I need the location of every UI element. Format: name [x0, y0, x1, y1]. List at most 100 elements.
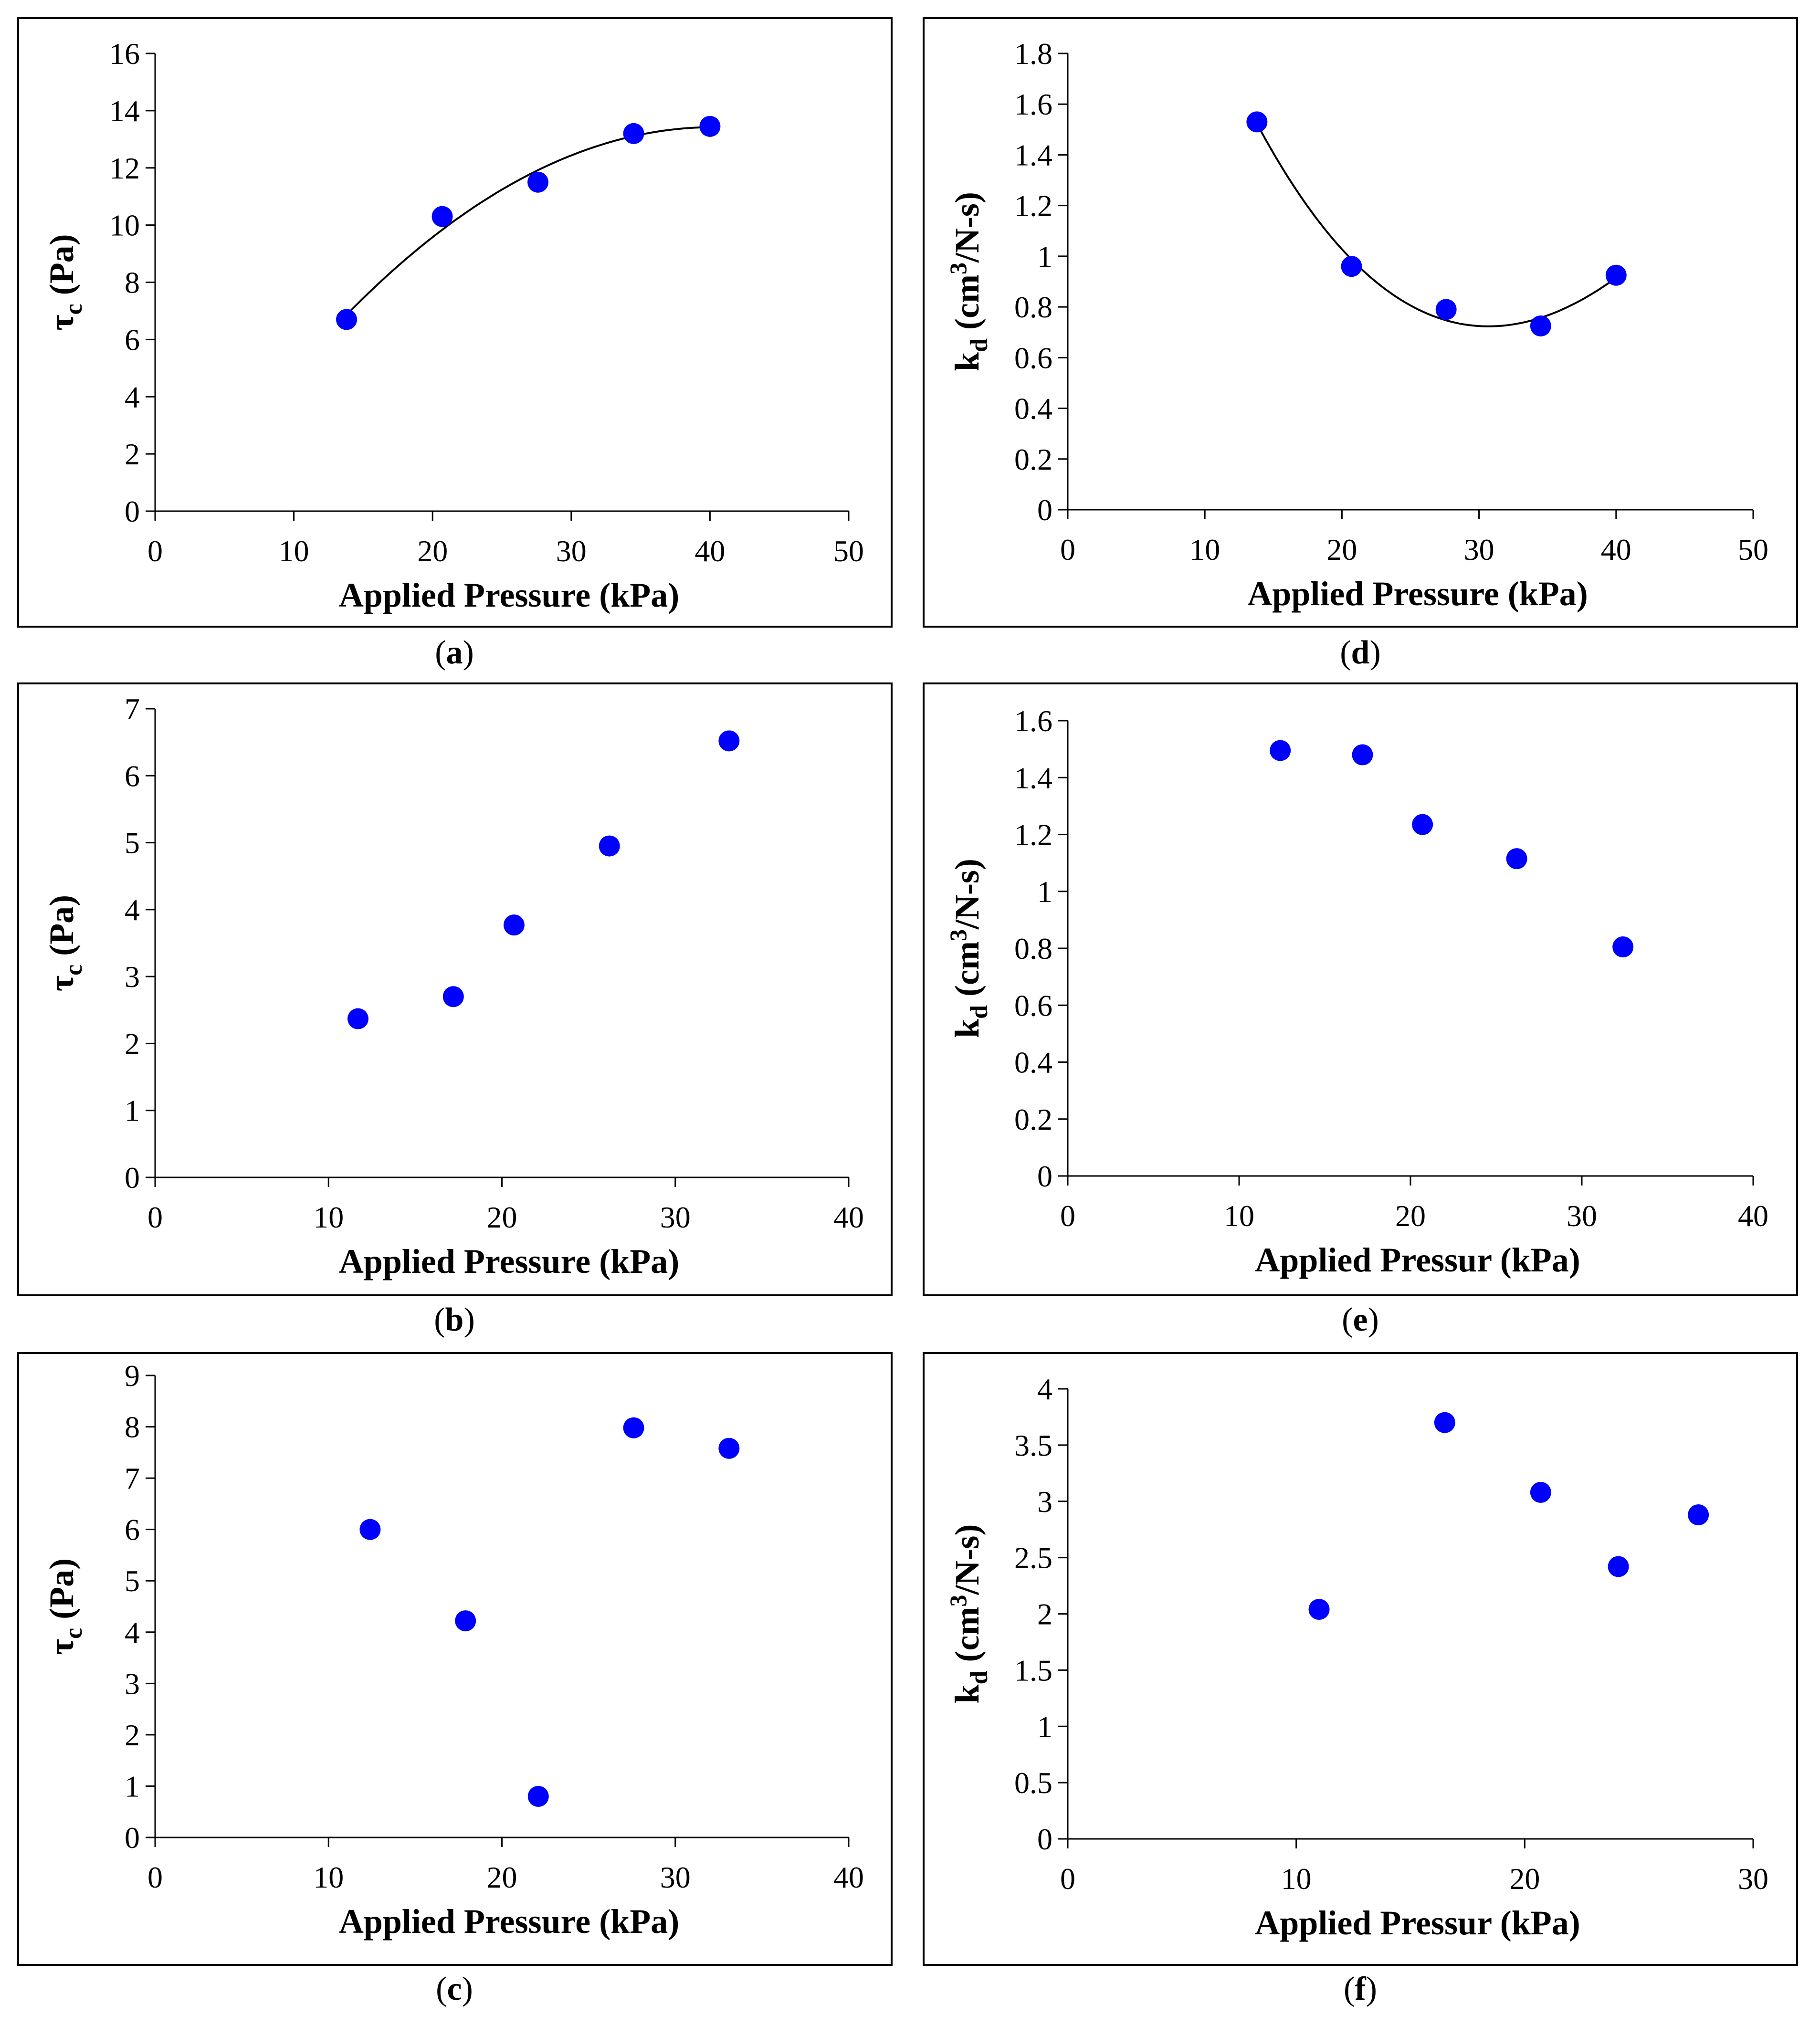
data-point	[1608, 1556, 1629, 1577]
panel-caption: (b)	[434, 1301, 475, 1338]
chart-frame	[17, 682, 893, 1296]
x-tick-label: 10	[1224, 1199, 1254, 1233]
chart-frame	[17, 17, 893, 628]
x-axis-label: Applied Pressure (kPa)	[339, 576, 679, 614]
x-tick-label: 50	[833, 534, 864, 568]
y-tick-label: 0	[125, 1821, 140, 1855]
x-tick-label: 50	[1738, 533, 1768, 567]
x-tick-label: 40	[1738, 1199, 1768, 1233]
x-tick-label: 10	[1281, 1862, 1312, 1896]
data-point	[599, 835, 620, 857]
y-tick-label: 14	[109, 94, 140, 128]
y-tick-label: 6	[125, 759, 140, 793]
y-tick-label: 2.5	[1014, 1541, 1052, 1575]
y-tick-label: 7	[125, 1461, 140, 1495]
y-tick-label: 1.2	[1014, 189, 1052, 223]
y-tick-label: 0.4	[1014, 1046, 1052, 1080]
data-point	[1412, 814, 1433, 835]
y-tick-label: 0	[1037, 1822, 1052, 1856]
data-point	[1341, 256, 1362, 277]
data-point	[1530, 315, 1551, 336]
data-point	[699, 115, 721, 137]
y-tick-label: 3	[125, 960, 140, 994]
y-tick-label: 2	[125, 437, 140, 471]
data-point	[442, 986, 464, 1008]
y-tick-label: 1.4	[1014, 761, 1052, 795]
data-point	[623, 1417, 644, 1438]
y-axis-label: τc (Pa)	[42, 1558, 87, 1655]
y-tick-label: 0.8	[1014, 932, 1052, 966]
x-tick-label: 40	[1601, 533, 1631, 567]
y-tick-label: 6	[125, 323, 140, 357]
y-tick-label: 0.6	[1014, 988, 1052, 1022]
y-tick-label: 2	[1037, 1597, 1052, 1631]
y-tick-label: 8	[125, 1410, 140, 1444]
data-point	[1612, 936, 1634, 958]
x-tick-label: 20	[1509, 1862, 1540, 1896]
data-point	[1270, 740, 1291, 761]
x-axis-label: Applied Pressure (kPa)	[339, 1902, 679, 1941]
data-point	[455, 1610, 476, 1632]
x-tick-label: 10	[313, 1860, 344, 1894]
y-axis-label: kd (cm3/N-s)	[945, 859, 993, 1038]
y-tick-label: 2	[125, 1718, 140, 1752]
y-tick-label: 0	[1037, 1159, 1052, 1193]
y-tick-label: 0.8	[1014, 290, 1052, 324]
y-tick-label: 9	[125, 1359, 140, 1393]
y-tick-label: 1.6	[1014, 704, 1052, 738]
y-tick-label: 0.4	[1014, 392, 1052, 426]
chart-panel-e: 0 0.2 0.4 0.6 0.8 1 1.2 1.4 1.6 0 10 20 30 40 Applied …	[923, 682, 1798, 1338]
data-point	[431, 206, 453, 227]
x-tick-label: 10	[279, 534, 309, 568]
trendline-curve	[1256, 123, 1617, 327]
data-point	[623, 123, 644, 144]
x-axis-label: Applied Pressur (kPa)	[1255, 1904, 1580, 1942]
data-point	[527, 171, 549, 193]
x-tick-label: 30	[660, 1200, 691, 1234]
y-tick-label: 6	[125, 1513, 140, 1547]
x-tick-label: 20	[417, 534, 448, 568]
data-point	[336, 309, 358, 330]
y-tick-label: 2	[125, 1027, 140, 1060]
chart-frame	[923, 1352, 1798, 1966]
data-point	[1308, 1599, 1330, 1620]
panel-caption: (d)	[1340, 634, 1381, 671]
x-tick-label: 30	[1567, 1199, 1597, 1233]
y-axis-label: kd (cm3/N-s)	[945, 192, 993, 371]
y-tick-label: 3	[1037, 1485, 1052, 1519]
x-tick-label: 0	[147, 1860, 163, 1894]
x-tick-label: 20	[1326, 533, 1357, 567]
data-point	[359, 1519, 381, 1540]
x-tick-label: 0	[147, 1200, 163, 1234]
y-tick-label: 0	[125, 1161, 140, 1195]
y-tick-label: 1.4	[1014, 138, 1052, 172]
y-tick-label: 1	[1037, 1710, 1052, 1743]
x-tick-label: 20	[487, 1860, 517, 1894]
y-axis-label: τc (Pa)	[42, 895, 87, 991]
y-tick-label: 1	[1037, 240, 1052, 273]
y-tick-label: 0.6	[1014, 341, 1052, 375]
data-point	[718, 1438, 740, 1459]
data-point	[1434, 1412, 1455, 1433]
x-axis-label: Applied Pressure (kPa)	[1247, 575, 1588, 613]
y-tick-label: 1	[1037, 875, 1052, 909]
x-tick-label: 40	[833, 1200, 864, 1234]
y-tick-label: 4	[1037, 1372, 1052, 1406]
data-point	[527, 1785, 549, 1807]
y-tick-label: 1.2	[1014, 818, 1052, 852]
y-tick-label: 4	[125, 893, 140, 927]
panel-caption: (c)	[436, 1971, 473, 2007]
y-tick-label: 4	[125, 1616, 140, 1649]
data-point	[1605, 264, 1627, 286]
chart-panel-c: 0 1 2 3 4 5 6 7 8 9 0 10 20 30 40 Applied Pressure (kPa…	[17, 1352, 893, 2007]
data-point	[718, 730, 740, 752]
x-tick-label: 30	[556, 534, 587, 568]
y-tick-label: 12	[109, 151, 140, 185]
chart-frame	[923, 17, 1798, 628]
chart-panel-a: 0 2 4 6 8 10 12 14 16 0 10 20 30 40 50 Applied Pressure…	[17, 17, 893, 671]
y-tick-label: 16	[109, 37, 140, 71]
y-tick-label: 0.5	[1014, 1766, 1052, 1800]
y-tick-label: 3	[125, 1667, 140, 1700]
x-tick-label: 20	[1395, 1199, 1426, 1233]
